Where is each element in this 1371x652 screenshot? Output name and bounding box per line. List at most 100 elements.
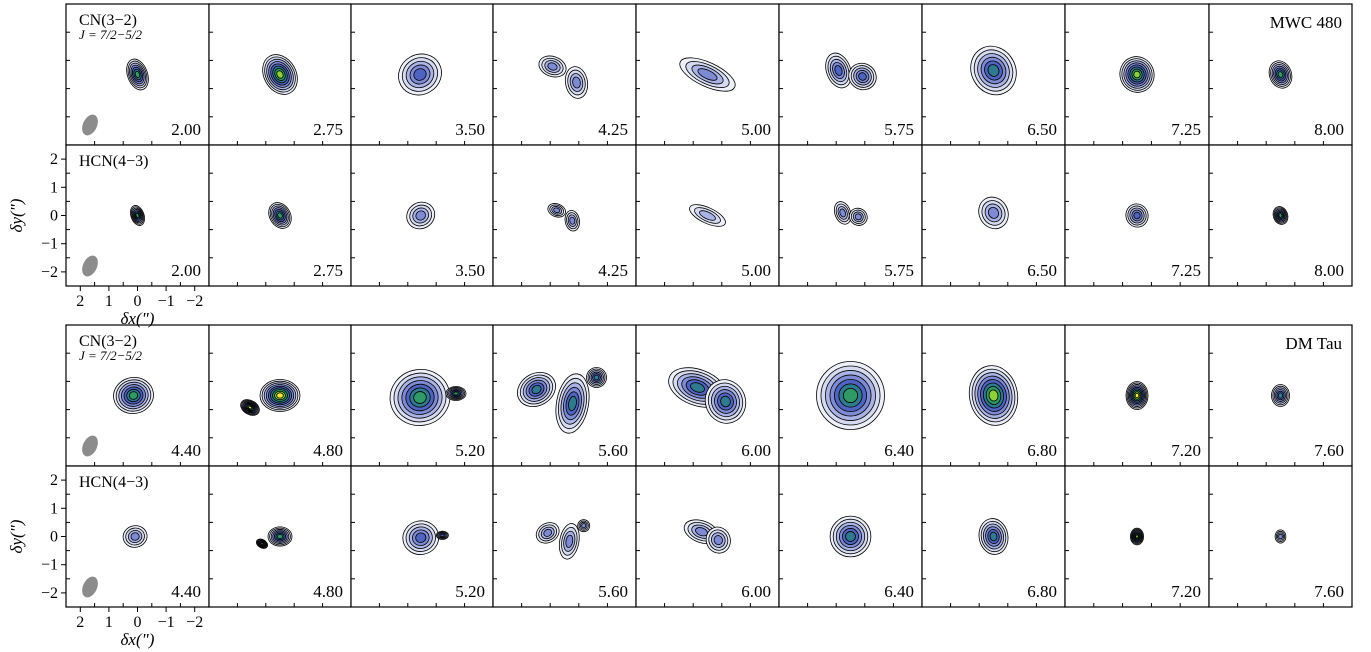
velocity-label: 2.75	[313, 261, 343, 280]
contour-level	[858, 72, 867, 81]
channel-panel: 5.00	[635, 144, 780, 287]
velocity-label: 5.20	[455, 582, 485, 601]
velocity-label: 2.75	[313, 120, 343, 139]
contour-level	[1134, 392, 1140, 399]
velocity-label: 5.75	[884, 261, 914, 280]
contour-level	[453, 391, 459, 396]
molecule-label: HCN(4−3)	[79, 474, 148, 491]
x-tick-label: 1	[105, 614, 113, 631]
contour-level	[260, 542, 264, 546]
contour-level	[569, 216, 576, 225]
channel-panel: 4.80	[208, 465, 352, 608]
molecule-label: CN(3−2)	[79, 333, 137, 350]
velocity-label: 4.25	[598, 120, 628, 139]
contour-level	[543, 528, 553, 537]
axes-annotations: 210−1−2δy(")2 1 0 −1 −2δx(")210−1−2δy(")2 1 0−…	[7, 151, 203, 649]
contour-level	[1135, 534, 1139, 539]
channel-panel: 7.60 DM Tau	[1208, 324, 1353, 467]
contour-level	[531, 384, 542, 395]
contour-level	[415, 210, 426, 221]
velocity-label: 2.00	[171, 261, 201, 280]
x-tick-label: 0	[134, 293, 142, 310]
velocity-label: 5.20	[455, 441, 485, 460]
transition-label: J = 7/2−5/2	[79, 348, 143, 363]
y-tick-label: 0	[50, 208, 58, 225]
velocity-label: 8.00	[1314, 261, 1344, 280]
channel-panel: 2.75	[208, 3, 352, 146]
contour-level	[1278, 533, 1283, 540]
channel-panel: 6.80	[921, 465, 1066, 608]
x-axis-label: δx(")	[121, 309, 155, 328]
channel-panel: 3.50	[350, 3, 494, 146]
velocity-label: 4.40	[171, 582, 201, 601]
contour-level	[697, 68, 718, 81]
velocity-label: 6.80	[1027, 441, 1057, 460]
channel-panel: 5.75	[778, 144, 923, 287]
velocity-label: 6.00	[741, 441, 771, 460]
velocity-label: 7.20	[1171, 582, 1201, 601]
x-tick-label: −2	[186, 293, 203, 310]
channel-panel: 5.20	[350, 465, 494, 608]
channel-panel: 5.60	[492, 324, 637, 467]
channel-panel: 3.50	[350, 144, 494, 287]
contour-level	[128, 391, 139, 400]
x-tick-label: 2	[76, 293, 84, 310]
source-name-label: DM Tau	[1285, 334, 1342, 353]
contour-level	[720, 395, 731, 408]
channel-panel: 7.25	[1064, 3, 1210, 146]
x-tick-label: −1	[158, 614, 175, 631]
contour-level	[440, 533, 445, 537]
velocity-label: 4.40	[171, 441, 201, 460]
channel-panel: 7.60	[1208, 465, 1353, 608]
y-axis-label: δy(")	[7, 519, 26, 553]
channel-panel: 6.00	[635, 324, 780, 467]
velocity-label: 4.25	[598, 261, 628, 280]
velocity-label: 3.50	[455, 120, 485, 139]
contour-level	[413, 391, 427, 404]
contour-level	[1133, 70, 1141, 79]
channel-panel: 5.60	[492, 465, 637, 608]
contour-level	[248, 405, 252, 410]
contour-level	[1278, 213, 1283, 218]
y-tick-label: 2	[50, 151, 58, 168]
velocity-label: 4.80	[313, 582, 343, 601]
channel-panel: 7.20	[1064, 324, 1210, 467]
velocity-label: 4.80	[313, 441, 343, 460]
velocity-label: 6.00	[741, 582, 771, 601]
channel-panel: 6.80	[921, 324, 1066, 467]
contour-level	[839, 208, 847, 218]
channel-panel: 7.20	[1064, 465, 1210, 608]
contour-level	[713, 535, 723, 546]
channel-panel: 8.00 MWC 480	[1208, 3, 1353, 146]
velocity-label: 7.25	[1171, 261, 1201, 280]
beam-ellipse	[82, 114, 98, 136]
velocity-label: 7.60	[1314, 582, 1344, 601]
contour-level	[581, 523, 587, 529]
x-tick-label: 0	[134, 614, 142, 631]
channel-panel: 7.25	[1064, 144, 1210, 287]
contour-level	[834, 65, 843, 76]
x-tick-label: 1	[105, 293, 113, 310]
transition-label: J = 7/2−5/2	[79, 27, 143, 42]
contour-level	[134, 70, 141, 79]
channel-panel: 2.75	[208, 144, 352, 287]
contour-level	[699, 210, 716, 221]
contour-level	[277, 212, 283, 219]
velocity-label: 7.20	[1171, 441, 1201, 460]
y-tick-label: 0	[50, 529, 58, 546]
contour-level	[415, 532, 427, 543]
channel-panel: 6.00	[635, 465, 780, 608]
velocity-label: 7.25	[1171, 120, 1201, 139]
channel-panel: 6.40	[778, 324, 923, 467]
velocity-label: 5.00	[741, 120, 771, 139]
contour-level	[568, 395, 577, 412]
velocity-label: 6.40	[884, 441, 914, 460]
y-tick-label: 1	[50, 179, 58, 196]
x-tick-label: −1	[158, 293, 175, 310]
channel-panel: 8.00	[1208, 144, 1353, 287]
velocity-label: 3.50	[455, 261, 485, 280]
channel-panel: 2.00 HCN(4−3)	[65, 144, 210, 287]
y-tick-label: 2	[50, 472, 58, 489]
y-tick-label: 1	[50, 500, 58, 517]
